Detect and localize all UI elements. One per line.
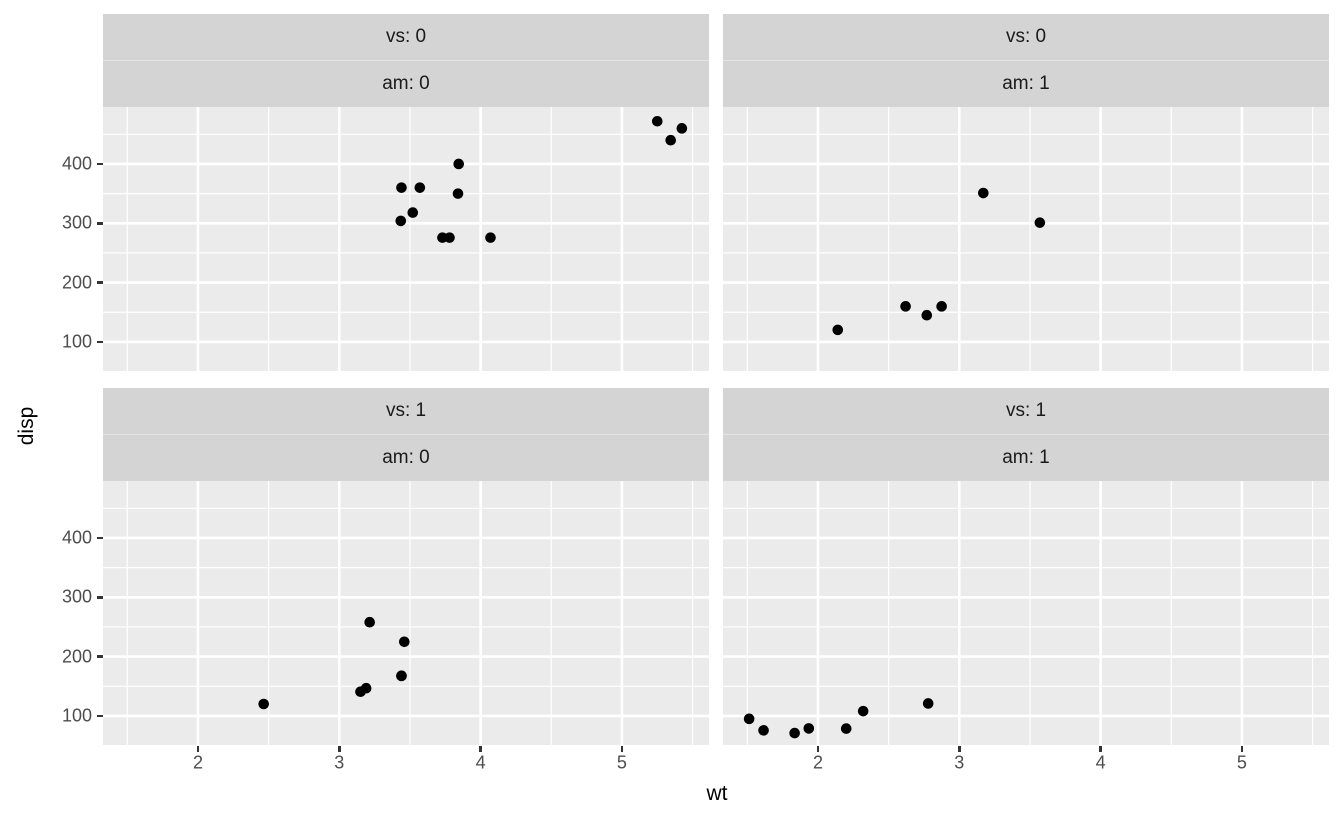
data-point [665, 134, 677, 146]
facet-strip-vs-label: vs: 1 [1005, 400, 1047, 421]
facet-strip-vs-label: vs: 1 [385, 400, 427, 421]
x-tick-label: 5 [616, 752, 627, 773]
data-point [396, 182, 407, 193]
facet-vs1-am1: vs: 1 am: 1 [723, 388, 1329, 745]
y-axis-title: disp [15, 406, 38, 446]
data-point [364, 616, 375, 628]
x-tick-mark [196, 745, 200, 752]
facet-strip-vs-label: vs: 0 [385, 26, 427, 47]
y-tick-label: 200 [61, 646, 92, 667]
plot-panel [723, 481, 1329, 745]
plot-panel [103, 107, 709, 371]
data-point [407, 207, 419, 218]
x-tick-mark [479, 745, 482, 752]
data-point [485, 232, 496, 243]
scatter-canvas [723, 107, 1329, 371]
data-point [453, 158, 465, 170]
y-tick-label: 300 [61, 586, 92, 607]
y-tick-mark [96, 536, 103, 540]
data-point [900, 301, 911, 312]
y-tick-mark [96, 281, 103, 284]
facet-strip-vs: vs: 0 [103, 14, 709, 60]
data-point [789, 727, 800, 739]
data-point [444, 232, 455, 243]
scatter-canvas [723, 481, 1329, 745]
strip-divider [103, 60, 709, 61]
plot-panel [723, 107, 1329, 371]
data-point [803, 723, 815, 734]
y-tick-label: 400 [61, 153, 92, 174]
facet-strip-am-label: am: 0 [382, 447, 430, 468]
data-point [936, 301, 947, 312]
data-point [1034, 217, 1046, 228]
facet-strip-am-label: am: 0 [382, 73, 430, 94]
facet-strip-am-label: am: 1 [1002, 73, 1050, 94]
facet-strip-vs: vs: 0 [723, 14, 1329, 60]
data-point [676, 123, 688, 134]
x-tick-mark [338, 745, 341, 752]
x-tick-label: 2 [192, 752, 203, 773]
y-tick-label: 400 [61, 527, 92, 548]
scatter-canvas [103, 107, 709, 371]
x-axis-title: wt [706, 782, 728, 805]
data-point [978, 187, 989, 199]
strip-divider [103, 434, 709, 435]
strip-divider [723, 60, 1329, 61]
facet-vs0-am0: vs: 0 am: 0 [103, 14, 709, 371]
y-tick-label: 200 [61, 272, 92, 293]
facet-strip-vs-label: vs: 0 [1005, 26, 1047, 47]
y-tick-mark [96, 162, 103, 166]
facet-strip-am: am: 1 [723, 61, 1329, 107]
data-point [396, 670, 407, 682]
x-tick-mark [620, 745, 624, 752]
x-tick-label: 5 [1236, 752, 1247, 773]
facet-vs0-am1: vs: 0 am: 1 [723, 14, 1329, 371]
data-point [395, 215, 407, 227]
y-tick-mark [96, 340, 103, 344]
data-point [452, 188, 464, 199]
strip-divider [723, 434, 1329, 435]
x-tick-mark [1099, 745, 1102, 752]
x-tick-mark [816, 745, 820, 752]
data-point [414, 182, 426, 193]
facet-strip-am: am: 0 [103, 435, 709, 481]
y-tick-label: 100 [61, 705, 92, 726]
scatter-canvas [103, 481, 709, 745]
x-tick-label: 4 [475, 752, 486, 773]
facet-strip-vs: vs: 1 [103, 388, 709, 434]
facet-strip-am: am: 1 [723, 435, 1329, 481]
y-tick-mark [96, 714, 103, 718]
y-tick-mark [96, 596, 103, 599]
y-tick-mark [96, 655, 103, 658]
data-point [921, 309, 933, 321]
facet-strip-am-label: am: 1 [1002, 447, 1050, 468]
data-point [758, 725, 769, 736]
plot-panel [103, 481, 709, 745]
data-point [651, 115, 663, 127]
data-point [399, 636, 410, 648]
x-tick-label: 3 [954, 752, 965, 773]
x-tick-label: 3 [334, 752, 345, 773]
facet-strip-vs: vs: 1 [723, 388, 1329, 434]
data-point [857, 705, 869, 717]
y-tick-mark [96, 222, 103, 225]
y-tick-label: 100 [61, 331, 92, 352]
data-point [840, 723, 852, 734]
data-point [832, 324, 844, 336]
facet-strip-am: am: 0 [103, 61, 709, 107]
data-point [922, 698, 934, 709]
facet-vs1-am0: vs: 1 am: 0 [103, 388, 709, 745]
y-tick-label: 300 [61, 212, 92, 233]
x-tick-mark [1240, 745, 1244, 752]
x-tick-label: 4 [1095, 752, 1106, 773]
data-point [258, 698, 269, 710]
x-tick-label: 2 [812, 752, 823, 773]
x-tick-mark [958, 745, 961, 752]
data-point [743, 713, 755, 725]
data-point [355, 686, 366, 698]
